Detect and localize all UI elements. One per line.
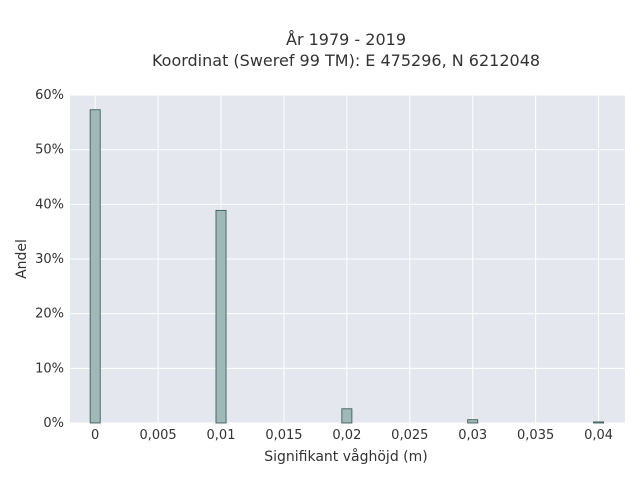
y-tick-label: 30% [35, 252, 64, 267]
y-tick-label: 10% [35, 361, 64, 376]
x-tick-label: 0,04 [584, 428, 613, 443]
x-tick-label: 0,03 [458, 428, 487, 443]
chart-title-line1: År 1979 - 2019 [286, 30, 406, 49]
y-tick-label: 60% [35, 88, 64, 103]
bars [89, 109, 605, 424]
x-tick-label: 0,025 [391, 428, 428, 443]
bar [341, 408, 353, 424]
x-tick-label: 0,035 [517, 428, 554, 443]
x-tick-label: 0 [91, 428, 99, 443]
y-tick-label: 50% [35, 143, 64, 158]
chart-title-line2: Koordinat (Sweref 99 TM): E 475296, N 62… [152, 51, 540, 70]
x-tick-label: 0,02 [332, 428, 361, 443]
y-tick-label: 0% [43, 416, 64, 431]
x-tick-label: 0,01 [207, 428, 236, 443]
bar [215, 209, 227, 424]
x-tick-labels: 0 0,005 0,01 0,015 0,02 0,025 0,03 0,035 0,04 [91, 428, 613, 443]
x-tick-label: 0,015 [265, 428, 302, 443]
bar [467, 419, 479, 424]
y-tick-label: 40% [35, 197, 64, 212]
bar [89, 109, 101, 424]
x-tick-label: 0,005 [139, 428, 176, 443]
y-axis-label: Andel [14, 239, 30, 279]
y-tick-label: 20% [35, 307, 64, 322]
y-tick-labels: 0% 10% 20% 30% 40% 50% 60% [35, 88, 64, 431]
bar [593, 421, 605, 424]
x-axis-label: Signifikant våghöjd (m) [264, 448, 427, 465]
